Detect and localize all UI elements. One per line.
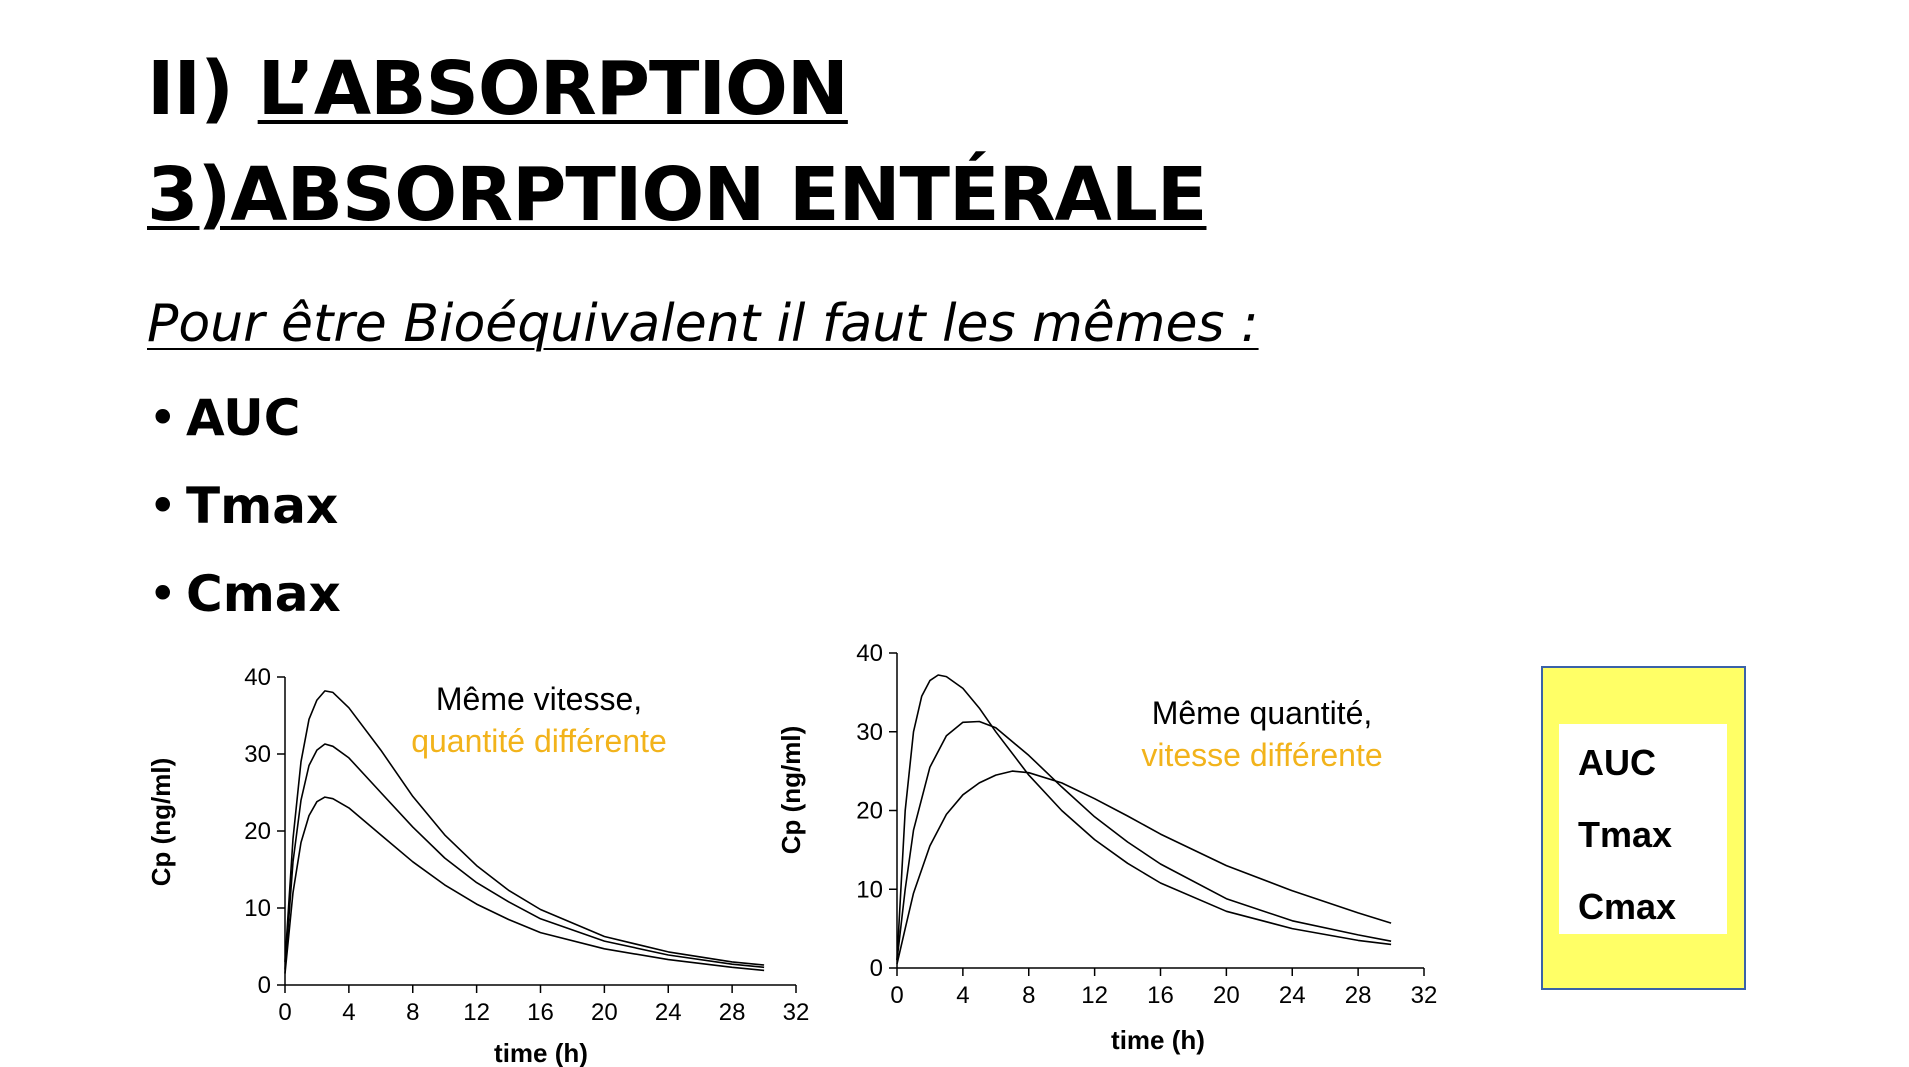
bullet-label: AUC — [186, 389, 301, 447]
x-tick-label: 20 — [1213, 982, 1240, 1009]
x-tick-label: 32 — [783, 999, 810, 1026]
bullet-list: • AUC • Tmax • Cmax — [148, 388, 341, 652]
y-tick-label: 0 — [870, 955, 883, 982]
series-line — [284, 743, 765, 970]
summary-item-auc: AUC — [1578, 742, 1656, 783]
y-tick-label: 0 — [258, 972, 271, 999]
summary-item-cmax: Cmax — [1578, 886, 1677, 927]
slide-title: II) L’ABSORPTION — [147, 52, 849, 126]
x-tick-label: 12 — [463, 999, 490, 1026]
x-tick-label: 8 — [406, 999, 419, 1026]
x-tick-label: 20 — [591, 999, 618, 1026]
y-tick-label: 20 — [856, 798, 883, 825]
x-tick-label: 4 — [342, 999, 355, 1026]
series-line — [284, 690, 765, 966]
annotation-line2: vitesse différente — [1141, 737, 1382, 773]
y-tick-label: 40 — [244, 664, 271, 691]
summary-item-tmax: Tmax — [1578, 814, 1673, 855]
y-tick-label: 30 — [244, 741, 271, 768]
title-main: L’ABSORPTION — [257, 46, 849, 132]
x-axis-label: time (h) — [494, 1038, 588, 1067]
series-line — [284, 796, 765, 974]
x-tick-label: 0 — [278, 999, 291, 1026]
x-tick-label: 0 — [890, 982, 903, 1009]
summary-box-inner: AUC Tmax Cmax — [1559, 724, 1727, 934]
annotation-line2: quantité différente — [411, 723, 667, 759]
annotation-line1: Même quantité, — [1152, 695, 1373, 731]
series-line — [896, 770, 1392, 965]
bullet-dot: • — [148, 389, 178, 447]
series-line — [896, 674, 1392, 961]
y-tick-label: 40 — [856, 640, 883, 667]
y-tick-label: 10 — [856, 876, 883, 903]
annotation-line1: Même vitesse, — [436, 681, 642, 717]
summary-box: AUC Tmax Cmax — [1541, 666, 1746, 990]
title-prefix: II) — [147, 46, 258, 132]
y-axis-label: Cp (ng/ml) — [776, 726, 806, 855]
x-tick-label: 4 — [956, 982, 969, 1009]
bullet-item: • AUC — [148, 388, 341, 476]
y-axis-label: Cp (ng/ml) — [146, 758, 176, 887]
x-tick-label: 28 — [719, 999, 746, 1026]
x-tick-label: 28 — [1345, 982, 1372, 1009]
y-tick-label: 30 — [856, 719, 883, 746]
bullet-label: Cmax — [186, 565, 341, 623]
section-title: 3)ABSORPTION ENTÉRALE — [147, 152, 1207, 238]
x-tick-label: 32 — [1411, 982, 1438, 1009]
condition-text: Pour être Bioéquivalent il faut les même… — [147, 294, 1259, 354]
bullet-item: • Tmax — [148, 476, 341, 564]
x-axis-label: time (h) — [1111, 1025, 1205, 1055]
x-tick-label: 16 — [527, 999, 554, 1026]
x-tick-label: 24 — [655, 999, 682, 1026]
x-tick-label: 24 — [1279, 982, 1306, 1009]
bullet-dot: • — [148, 565, 178, 623]
x-tick-label: 8 — [1022, 982, 1035, 1009]
bullet-dot: • — [148, 477, 178, 535]
x-tick-label: 16 — [1147, 982, 1174, 1009]
y-tick-label: 10 — [244, 895, 271, 922]
bullet-label: Tmax — [186, 477, 339, 535]
series-line — [896, 720, 1392, 961]
y-tick-label: 20 — [244, 818, 271, 845]
x-tick-label: 12 — [1081, 982, 1108, 1009]
bullet-item: • Cmax — [148, 564, 341, 652]
